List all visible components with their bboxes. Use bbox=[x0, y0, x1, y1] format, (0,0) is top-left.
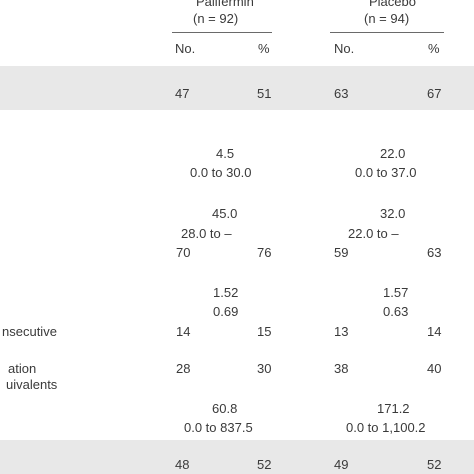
r8-pla-pct: 52 bbox=[427, 457, 442, 472]
placebo-header-rule bbox=[330, 32, 444, 33]
col-pct-placebo: % bbox=[428, 41, 440, 56]
palifermin-header-rule bbox=[172, 32, 272, 33]
r4-pla-value-a: 1.57 bbox=[383, 285, 409, 300]
r5-pla-pct: 14 bbox=[427, 324, 442, 339]
palifermin-n: (n = 92) bbox=[193, 11, 239, 26]
r3-pla-range-end: 59 bbox=[334, 245, 349, 260]
r8-pal-pct: 52 bbox=[257, 457, 272, 472]
r3-pal-range-end: 70 bbox=[176, 245, 191, 260]
r7-pal-range: 0.0 to 837.5 bbox=[184, 420, 253, 435]
r6-label-line1: ation bbox=[8, 361, 37, 376]
r7-pla-range: 0.0 to 1,100.2 bbox=[346, 420, 426, 435]
col-pct-palifermin: % bbox=[258, 41, 270, 56]
r5-pla-no: 13 bbox=[334, 324, 349, 339]
r1-pla-no: 63 bbox=[334, 86, 349, 101]
palifermin-header: Palifermin bbox=[196, 0, 254, 9]
r3-pal-pct: 76 bbox=[257, 245, 272, 260]
r2-pla-range: 0.0 to 37.0 bbox=[355, 165, 417, 180]
r4-pal-value-b: 0.69 bbox=[213, 304, 239, 319]
col-no-palifermin: No. bbox=[175, 41, 196, 56]
placebo-header: Placebo bbox=[369, 0, 416, 9]
r1-pla-pct: 67 bbox=[427, 86, 442, 101]
r3-pla-median: 32.0 bbox=[380, 206, 406, 221]
r5-label: nsecutive bbox=[2, 324, 57, 339]
r3-pal-range-start: 28.0 to – bbox=[181, 226, 232, 241]
r5-pal-pct: 15 bbox=[257, 324, 272, 339]
r8-pla-no: 49 bbox=[334, 457, 349, 472]
shaded-row-band bbox=[0, 440, 474, 474]
r7-pal-median: 60.8 bbox=[212, 401, 238, 416]
r1-pal-pct: 51 bbox=[257, 86, 272, 101]
r2-pal-median: 4.5 bbox=[216, 146, 235, 161]
r6-pal-no: 28 bbox=[176, 361, 191, 376]
r6-pla-pct: 40 bbox=[427, 361, 442, 376]
r1-pal-no: 47 bbox=[175, 86, 190, 101]
r3-pla-range-start: 22.0 to – bbox=[348, 226, 399, 241]
r8-pal-no: 48 bbox=[175, 457, 190, 472]
r2-pal-range: 0.0 to 30.0 bbox=[190, 165, 252, 180]
r7-pla-median: 171.2 bbox=[377, 401, 410, 416]
col-no-placebo: No. bbox=[334, 41, 355, 56]
r3-pla-pct: 63 bbox=[427, 245, 442, 260]
placebo-n: (n = 94) bbox=[364, 11, 410, 26]
r3-pal-median: 45.0 bbox=[212, 206, 238, 221]
r2-pla-median: 22.0 bbox=[380, 146, 406, 161]
r6-pal-pct: 30 bbox=[257, 361, 272, 376]
shaded-row-band bbox=[0, 66, 474, 110]
r4-pla-value-b: 0.63 bbox=[383, 304, 409, 319]
r6-label-line2: uivalents bbox=[6, 377, 58, 392]
r5-pal-no: 14 bbox=[176, 324, 191, 339]
r4-pal-value-a: 1.52 bbox=[213, 285, 239, 300]
r6-pla-no: 38 bbox=[334, 361, 349, 376]
